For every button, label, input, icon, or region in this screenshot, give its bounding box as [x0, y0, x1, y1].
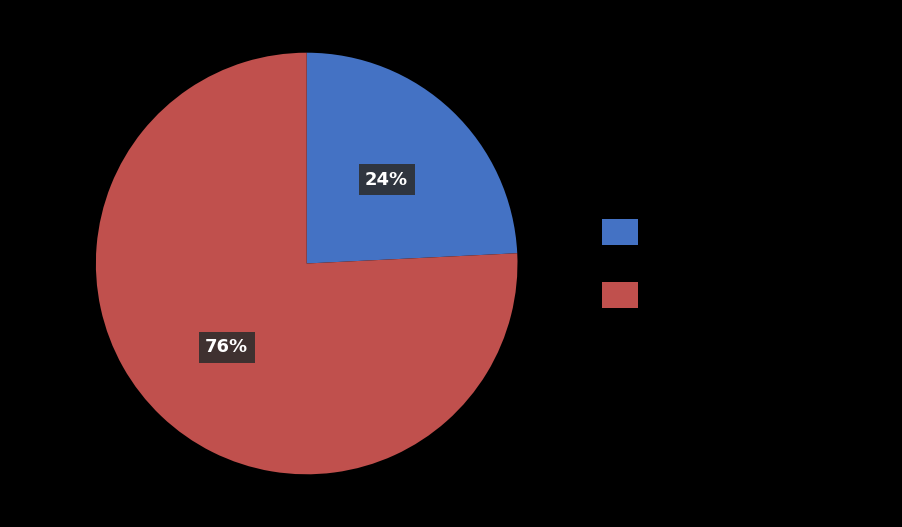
Text: 76%: 76%	[205, 338, 248, 356]
Wedge shape	[96, 53, 518, 474]
Wedge shape	[307, 53, 517, 264]
Text: Age <6 years (39 patients): Age <6 years (39 patients)	[654, 225, 861, 239]
Bar	[602, 219, 639, 245]
Bar	[602, 282, 639, 308]
Text: 24%: 24%	[365, 171, 409, 189]
Text: Age ≥6 years (122 patients): Age ≥6 years (122 patients)	[654, 288, 870, 302]
